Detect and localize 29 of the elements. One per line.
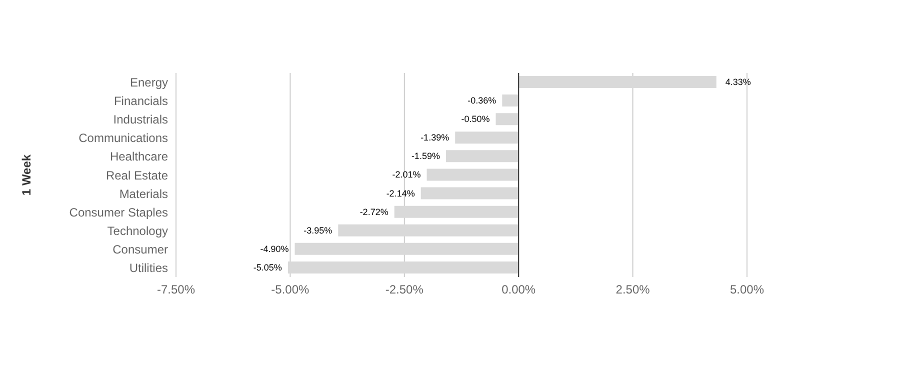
y-tick-label: Industrials — [113, 112, 168, 127]
x-tick-label: 5.00% — [730, 282, 764, 297]
y-axis-title: 1 Week — [19, 154, 34, 196]
y-tick-label: Technology — [107, 224, 168, 238]
data-label: -0.50% — [461, 114, 490, 124]
data-label: -2.72% — [360, 206, 388, 217]
y-tick-label: Consumer Staples — [69, 205, 168, 220]
y-tick-label: Healthcare — [110, 150, 168, 164]
y-tick-label: Communications — [78, 131, 168, 146]
data-label: -0.36% — [468, 96, 496, 106]
x-tick-label: 2.50% — [616, 282, 650, 297]
data-label: 4.33% — [725, 77, 751, 87]
y-tick-label: Consumer — [112, 242, 168, 256]
data-label: -3.95% — [304, 225, 332, 236]
y-tick-label: Real Estate — [106, 168, 168, 182]
data-label: -5.05% — [253, 262, 282, 272]
y-tick-label: Financials — [114, 94, 168, 108]
data-label: -2.14% — [386, 188, 415, 198]
data-label: -1.39% — [420, 132, 450, 143]
data-label: -4.90% — [260, 244, 289, 254]
x-tick-label: -7.50% — [156, 282, 196, 297]
data-label: -2.01% — [392, 170, 421, 180]
y-tick-label: Energy — [130, 76, 168, 90]
y-tick-label: Materials — [119, 186, 168, 201]
x-tick-label: -5.00% — [271, 282, 310, 297]
x-tick-label: -2.50% — [385, 282, 424, 297]
y-tick-label: Utilities — [129, 260, 168, 275]
x-tick-label: 0.00% — [502, 282, 536, 297]
data-label: -1.59% — [411, 151, 440, 162]
